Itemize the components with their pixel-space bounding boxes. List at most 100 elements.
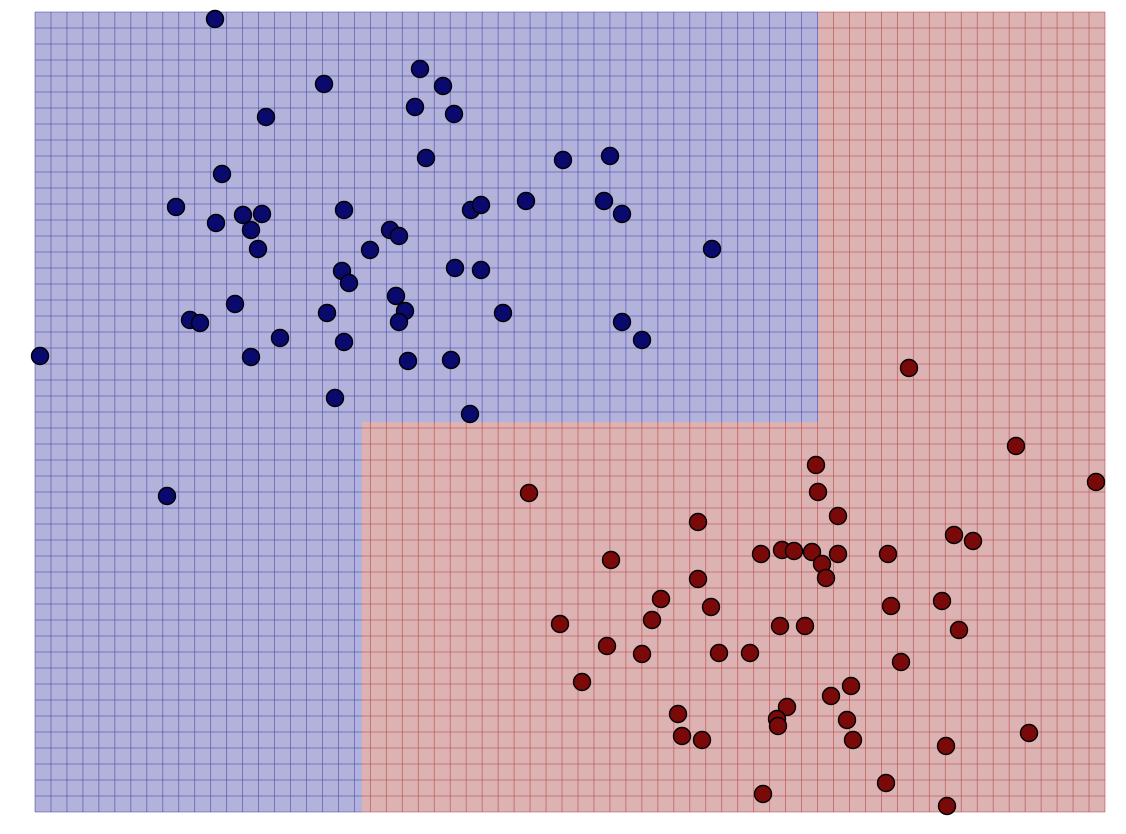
data-point-class-a [398, 351, 418, 371]
data-point-class-b [701, 597, 721, 617]
data-point-class-a [317, 303, 337, 323]
data-point-class-b [688, 512, 708, 532]
data-point-class-b [768, 716, 788, 736]
data-points [30, 9, 1106, 816]
data-point-class-b [821, 686, 841, 706]
data-point-class-a [270, 328, 290, 348]
data-point-class-b [784, 541, 804, 561]
data-point-class-b [806, 455, 826, 475]
data-point-class-a [441, 350, 461, 370]
data-point-class-b [692, 730, 712, 750]
data-point-class-b [770, 616, 790, 636]
data-point-class-a [612, 312, 632, 332]
data-point-class-b [642, 610, 662, 630]
data-point-class-b [668, 704, 688, 724]
data-point-class-a [594, 191, 614, 211]
data-point-class-b [751, 544, 771, 564]
data-point-class-b [795, 616, 815, 636]
data-point-class-a [248, 239, 268, 259]
data-point-class-a [190, 313, 210, 333]
data-point-class-b [597, 636, 617, 656]
data-point-class-b [672, 726, 692, 746]
data-point-class-a [256, 107, 276, 127]
data-point-class-a [389, 226, 409, 246]
data-point-class-a [339, 273, 359, 293]
data-point-class-b [936, 736, 956, 756]
data-point-class-a [471, 260, 491, 280]
data-point-class-a [612, 204, 632, 224]
data-point-class-b [899, 358, 919, 378]
data-point-class-b [601, 550, 621, 570]
data-point-class-a [416, 148, 436, 168]
grid-lines [34, 11, 1106, 813]
data-point-class-a [553, 150, 573, 170]
data-point-class-a [702, 239, 722, 259]
data-point-class-b [843, 730, 863, 750]
data-point-class-a [471, 195, 491, 215]
data-point-class-a [405, 97, 425, 117]
region-class-b-3 [362, 422, 1105, 812]
data-point-class-b [949, 620, 969, 640]
data-point-class-b [740, 643, 760, 663]
data-point-class-a [157, 486, 177, 506]
data-point-class-a [314, 74, 334, 94]
data-point-class-b [876, 773, 896, 793]
data-point-class-b [878, 544, 898, 564]
data-point-class-a [600, 146, 620, 166]
data-point-class-b [632, 644, 652, 664]
data-point-class-a [433, 76, 453, 96]
data-point-class-a [632, 330, 652, 350]
data-point-class-b [808, 482, 828, 502]
data-point-class-a [325, 388, 345, 408]
data-point-class-b [572, 672, 592, 692]
data-point-class-a [241, 220, 261, 240]
data-point-class-a [241, 347, 261, 367]
data-point-class-b [1019, 723, 1039, 743]
data-point-class-b [828, 544, 848, 564]
region-class-a-1 [35, 422, 362, 812]
data-point-class-b [937, 796, 957, 816]
data-point-class-b [841, 676, 861, 696]
data-point-class-b [837, 710, 857, 730]
data-point-class-a [360, 240, 380, 260]
data-point-class-a [30, 346, 50, 366]
data-point-class-b [651, 589, 671, 609]
data-point-class-a [166, 197, 186, 217]
data-point-class-b [802, 542, 822, 562]
data-point-class-b [709, 643, 729, 663]
data-point-class-b [688, 569, 708, 589]
data-point-class-a [389, 312, 409, 332]
data-point-class-b [963, 531, 983, 551]
data-point-class-a [205, 9, 225, 29]
data-point-class-a [334, 332, 354, 352]
data-point-class-a [252, 204, 272, 224]
data-point-class-a [493, 303, 513, 323]
data-point-class-b [777, 697, 797, 717]
data-point-class-b [519, 483, 539, 503]
data-point-class-a [386, 286, 406, 306]
data-point-class-b [932, 591, 952, 611]
region-class-a-0 [35, 12, 818, 422]
data-point-class-a [444, 104, 464, 124]
data-point-class-a [233, 205, 253, 225]
data-point-class-b [816, 568, 836, 588]
data-point-class-b [1006, 436, 1026, 456]
data-point-class-b [753, 784, 773, 804]
grid-class-b-2 [818, 11, 1106, 422]
data-point-class-b [828, 506, 848, 526]
data-point-class-b [1086, 472, 1106, 492]
data-point-class-a [410, 59, 430, 79]
data-point-class-a [334, 200, 354, 220]
data-point-class-a [445, 258, 465, 278]
data-point-class-b [881, 596, 901, 616]
data-point-class-a [460, 404, 480, 424]
data-point-class-b [550, 614, 570, 634]
data-point-class-a [212, 164, 232, 184]
data-point-class-b [944, 525, 964, 545]
data-point-class-b [891, 652, 911, 672]
data-point-class-a [206, 213, 226, 233]
data-point-class-a [225, 294, 245, 314]
decision-regions [35, 12, 1105, 812]
data-point-class-a [516, 191, 536, 211]
